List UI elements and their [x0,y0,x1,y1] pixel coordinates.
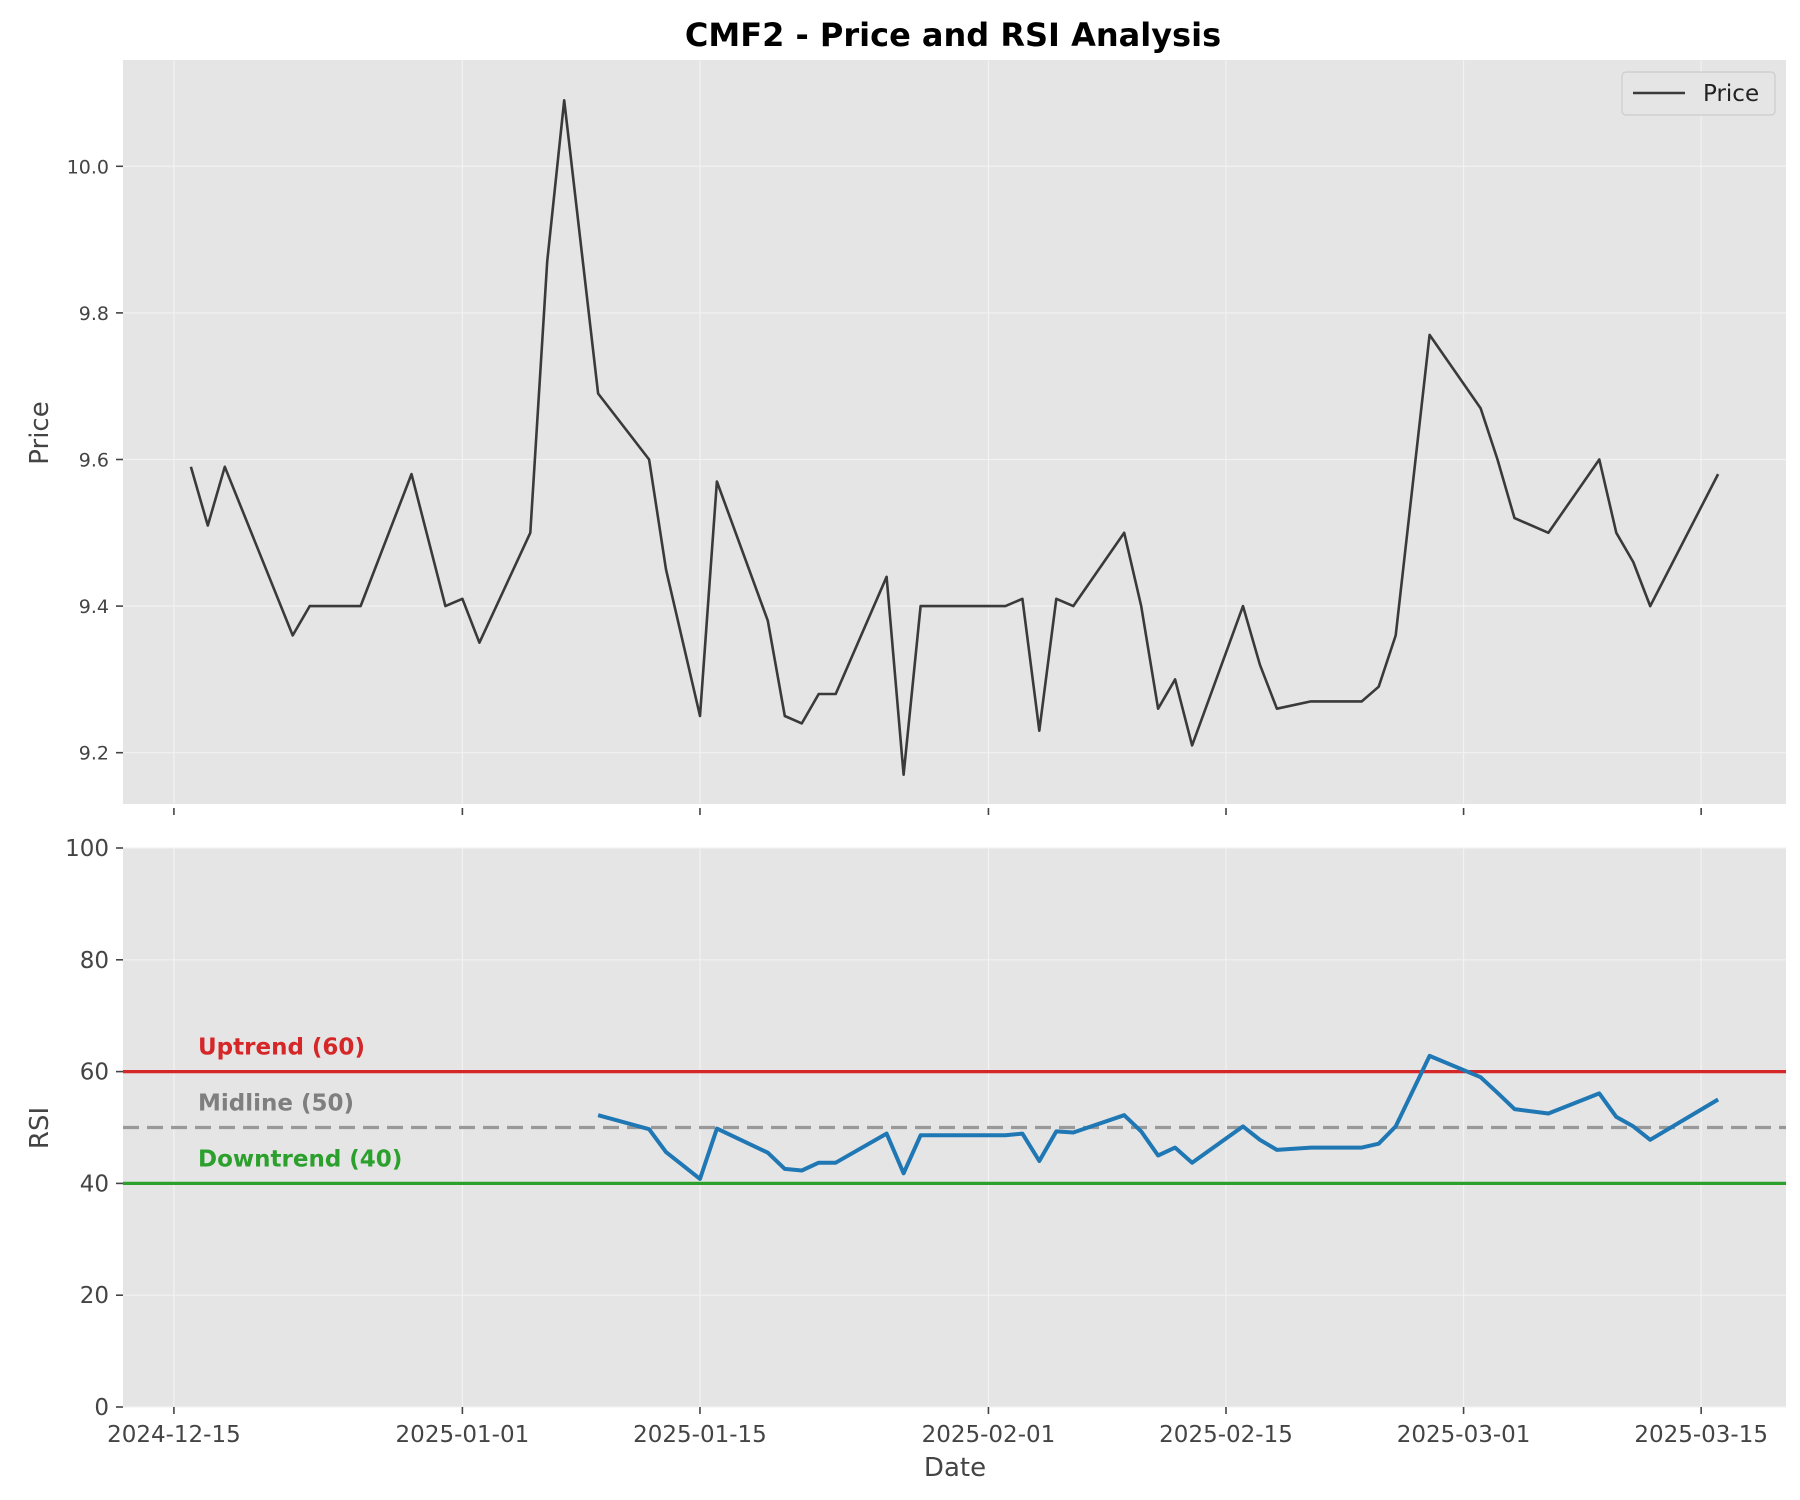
x-tick-label: 2025-02-01 [922,1422,1056,1448]
x-axis-label: Date [924,1453,986,1483]
price-y-tick-label: 10.0 [67,156,109,178]
price-y-axis-label: Price [25,401,55,464]
rsi-panel: 0 20 40 60 80 100 2024-12-15 2025-01-01 2025-01… [25,836,1786,1483]
legend-box [1621,71,1776,116]
x-tick-label: 2025-02-15 [1159,1422,1293,1448]
price-panel: 9.2 9.4 9.6 9.8 10.0 Price Price [25,60,1786,815]
rsi-y-tick-label: 60 [80,1060,109,1086]
rsi-y-tick-label: 100 [65,836,109,862]
x-tick-label: 2025-01-01 [396,1422,530,1448]
downtrend-label: Downtrend (40) [198,1146,402,1172]
rsi-x-ticks: 2024-12-15 2025-01-01 2025-01-15 2025-02-01… [107,1407,1768,1448]
price-y-tick-label: 9.8 [79,303,109,325]
rsi-series-line [597,1053,1720,1181]
rsi-y-tick-label: 80 [80,948,109,974]
x-tick-label: 2025-01-15 [633,1422,767,1448]
rsi-y-tick-label: 0 [94,1395,109,1421]
rsi-y-tick-label: 20 [80,1283,109,1309]
price-y-tick-label: 9.2 [79,743,109,765]
price-y-ticks: 9.2 9.4 9.6 9.8 10.0 [67,156,123,765]
legend-price-label: Price [1703,81,1759,107]
price-panel-background [123,60,1786,804]
rsi-y-axis-label: RSI [25,1107,55,1149]
x-tick-label: 2025-03-15 [1634,1422,1768,1448]
price-x-tick-marks [173,808,1702,815]
price-legend: Price [1621,71,1776,116]
price-y-tick-label: 9.4 [79,596,109,618]
midline-label: Midline (50) [198,1091,354,1117]
price-series-line [189,99,1720,776]
price-y-tick-label: 9.6 [79,449,109,471]
rsi-y-tick-label: 40 [80,1171,109,1197]
uptrend-label: Uptrend (60) [198,1035,365,1061]
x-tick-label: 2025-03-01 [1397,1422,1531,1448]
chart-title: CMF2 - Price and RSI Analysis [685,16,1221,54]
x-tick-label: 2024-12-15 [107,1422,241,1448]
rsi-y-ticks: 0 20 40 60 80 100 [65,836,123,1421]
